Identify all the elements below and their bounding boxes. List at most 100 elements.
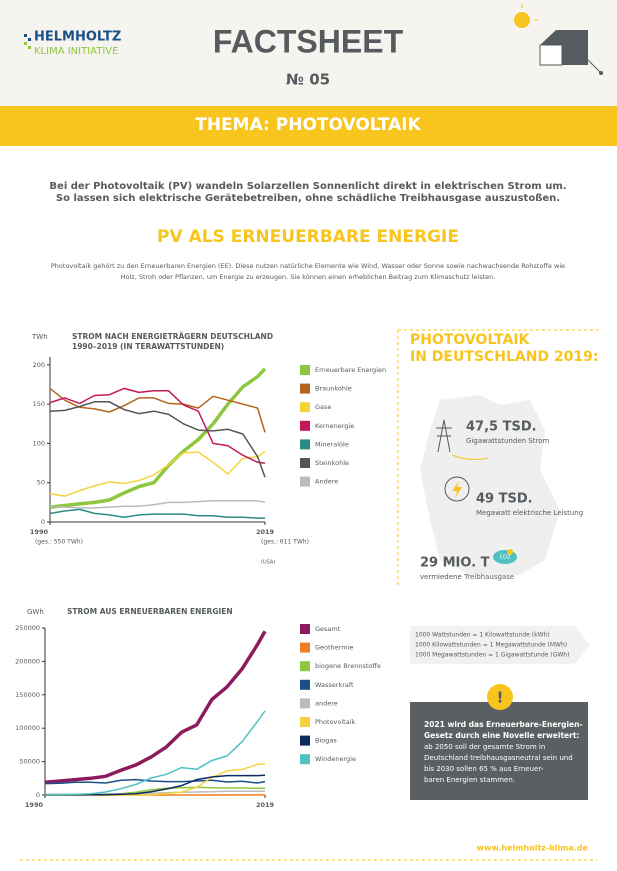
fact-label: Megawatt elektrische Leistung bbox=[476, 509, 583, 517]
section-text: Photovoltaik gehört zu den Erneuerbaren … bbox=[51, 262, 565, 270]
header-band bbox=[0, 0, 617, 106]
legend-swatch bbox=[300, 383, 310, 394]
footer-url: www.helmholtz-klima.de bbox=[477, 844, 589, 853]
series-line bbox=[49, 387, 266, 433]
legend-label: Windenergie bbox=[315, 755, 356, 763]
legend-label: Erneuerbare Energien bbox=[315, 366, 386, 374]
section-text: Holz, Stroh oder Pflanzen, um Energie zu… bbox=[121, 273, 496, 281]
legend-label: Braunkohle bbox=[315, 385, 352, 393]
conversion-box bbox=[410, 626, 590, 664]
x-tick-note: (ges.: 550 TWh) bbox=[35, 539, 83, 546]
legend-label: andere bbox=[315, 699, 338, 707]
legend-label: Wasserkraft bbox=[315, 681, 354, 689]
series-line bbox=[49, 367, 267, 509]
legend-swatch bbox=[300, 624, 310, 634]
legend-swatch bbox=[300, 420, 310, 431]
issue-number: № 05 bbox=[286, 71, 330, 89]
note-bold: Gesetz durch eine Novelle erweitert: bbox=[424, 731, 579, 740]
legend-swatch bbox=[300, 679, 310, 690]
legend-swatch bbox=[300, 402, 310, 413]
series-line bbox=[44, 630, 267, 785]
legend-label: Steinkohle bbox=[315, 459, 349, 467]
x-tick-label: 1990 bbox=[25, 801, 44, 809]
conversion: 1000 Wattstunden = 1 Kilowattstunde (kWh… bbox=[415, 632, 550, 639]
series-line bbox=[45, 774, 266, 796]
fact-value: 29 MIO. T bbox=[420, 556, 490, 571]
legend-label: Gesamt bbox=[315, 625, 341, 633]
intro-line: So lassen sich elektrische Gerätebetreib… bbox=[56, 193, 560, 204]
y-tick-label: 250000 bbox=[15, 624, 40, 632]
legend-label: Geothermie bbox=[315, 644, 353, 652]
series-line bbox=[49, 387, 266, 464]
y-tick-label: 100000 bbox=[15, 724, 40, 732]
y-tick-label: 0 bbox=[41, 518, 45, 526]
legend-label: Photovoltaik bbox=[315, 718, 356, 726]
note-text: ab 2050 soll der gesamte Strom in bbox=[424, 743, 545, 751]
legend-swatch bbox=[300, 735, 310, 746]
series-line bbox=[49, 450, 266, 497]
note-text: bis 2030 sollen 65 % aus Erneuer- bbox=[424, 765, 544, 773]
series-line bbox=[49, 508, 265, 519]
cloud-icon bbox=[493, 549, 517, 564]
logo-text: KLIMA INITIATIVE bbox=[34, 46, 118, 57]
legend-swatch bbox=[300, 365, 310, 375]
y-tick-label: 0 bbox=[36, 791, 40, 799]
note-box bbox=[410, 702, 588, 800]
fact-label: Gigawattstunden Strom bbox=[466, 437, 549, 445]
legend-label: biogene Brennstoffe bbox=[315, 662, 381, 670]
legend-swatch bbox=[300, 717, 310, 727]
y-tick-label: 150 bbox=[33, 400, 45, 408]
unit-label: TWh bbox=[31, 333, 48, 341]
x-tick-label: 2019 bbox=[256, 528, 275, 536]
footnote: (USA) bbox=[261, 560, 275, 566]
alert-icon bbox=[487, 684, 513, 710]
chart-title: STROM AUS ERNEUERBAREN ENERGIEN bbox=[67, 607, 233, 616]
legend-swatch bbox=[300, 642, 310, 653]
conversion: 1000 Megawattstunden = 1 Gigawattstunde … bbox=[415, 652, 569, 659]
series-line bbox=[49, 401, 266, 478]
facts-title: PHOTOVOLTAIK bbox=[410, 332, 531, 348]
chart-subtitle: 1990–2019 (IN TERAWATTSTUNDEN) bbox=[72, 342, 224, 351]
legend-swatch bbox=[300, 698, 310, 709]
legend-label: Mineralöle bbox=[315, 440, 349, 448]
y-tick-label: 200 bbox=[33, 361, 45, 369]
legend-swatch bbox=[300, 439, 310, 450]
series-line bbox=[44, 778, 266, 785]
logo-mark bbox=[24, 34, 31, 49]
fact-value: 49 TSD. bbox=[476, 492, 533, 507]
x-tick-label: 1990 bbox=[30, 528, 49, 536]
series-line bbox=[49, 500, 266, 509]
series-line bbox=[44, 710, 266, 796]
note-text: baren Energien stammen. bbox=[424, 776, 515, 784]
x-tick-note: (ges.: 611 TWh) bbox=[261, 539, 309, 546]
legend-swatch bbox=[300, 458, 310, 468]
y-tick-label: 200000 bbox=[15, 657, 40, 665]
section-heading: PV ALS ERNEUERBARE ENERGIE bbox=[157, 227, 459, 247]
y-tick-label: 50000 bbox=[19, 758, 40, 766]
note-bold: 2021 wird das Erneuerbare-Energien- bbox=[424, 720, 583, 729]
legend-label: Biogas bbox=[315, 737, 337, 745]
legend-swatch bbox=[300, 661, 310, 672]
alert-mark: ! bbox=[497, 689, 504, 707]
x-tick-label: 2019 bbox=[256, 801, 275, 809]
y-tick-label: 100 bbox=[33, 439, 45, 447]
topic-band bbox=[0, 106, 617, 146]
note-text: Deutschland treibhausgasneutral sein und bbox=[424, 754, 573, 762]
intro-line: Bei der Photovoltaik (PV) wandeln Solarz… bbox=[49, 181, 566, 192]
legend-label: Andere bbox=[315, 478, 338, 486]
unit-label: GWh bbox=[27, 608, 44, 616]
legend-swatch bbox=[300, 476, 310, 487]
y-tick-label: 150000 bbox=[15, 691, 40, 699]
legend-label: Kernenergie bbox=[315, 422, 354, 430]
pylon-icon bbox=[436, 419, 489, 460]
legend-label: Gase bbox=[315, 403, 331, 411]
co2-label: CO2 bbox=[500, 555, 511, 561]
y-tick-label: 50 bbox=[37, 479, 45, 487]
logo-text: HELMHOLTZ bbox=[34, 30, 121, 45]
fact-value: 47,5 TSD. bbox=[466, 420, 537, 435]
chart-title: STROM NACH ENERGIETRÄGERN DEUTSCHLAND bbox=[72, 332, 273, 341]
power-icon bbox=[444, 476, 470, 502]
conversion: 1000 Kilowattstunden = 1 Megawattstunde … bbox=[415, 642, 567, 649]
legend-swatch bbox=[300, 754, 310, 765]
